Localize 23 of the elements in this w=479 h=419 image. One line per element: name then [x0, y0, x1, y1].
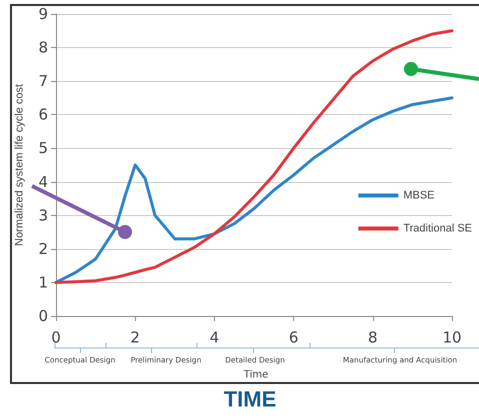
x-axis-title: Time	[242, 370, 268, 380]
y-tick-label: 0	[38, 307, 48, 325]
y-tick-label: 7	[38, 72, 48, 90]
legend-label: Traditional SE	[403, 222, 472, 234]
legend-label: MBSE	[403, 190, 435, 202]
line-series	[54, 29, 454, 284]
y-tick-label: 5	[38, 139, 48, 158]
x-tick-label: 4	[210, 328, 220, 346]
x-tick-label: 8	[368, 328, 378, 346]
y-tick-label: 1	[38, 273, 48, 292]
x-tick-label: 2	[130, 328, 140, 346]
y-tick-label: 4	[38, 172, 48, 191]
text: TIME	[224, 386, 276, 412]
x-tick-label: 10	[442, 328, 462, 346]
y-tick-label: 3	[38, 206, 48, 224]
y-tick-label: 9	[38, 5, 48, 23]
y-tick-label: 6	[38, 106, 48, 124]
x-tick-label: 0	[51, 328, 61, 346]
y-axis-title: Normalized system life cycle cost	[14, 84, 26, 246]
x-tick-label: 6	[288, 328, 298, 346]
y-tick-label: 2	[38, 240, 48, 258]
line-series	[54, 96, 454, 284]
y-tick-label: 8	[38, 38, 48, 57]
